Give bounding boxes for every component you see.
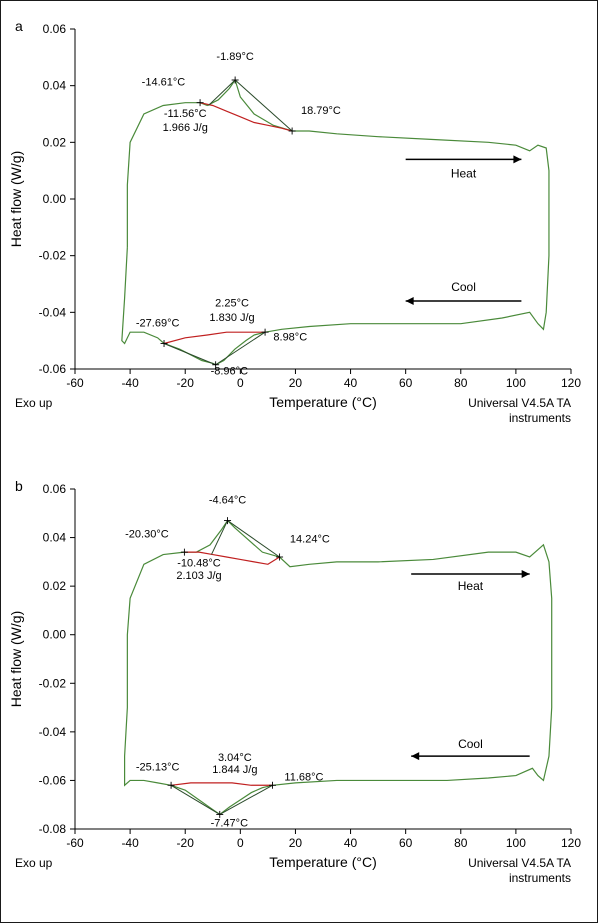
instrument-label-1: Universal V4.5A TA [468, 396, 571, 410]
annotation-6: 1.830 J/g [209, 312, 254, 324]
annotation-7: -27.69°C [136, 318, 180, 330]
y-tick-label: -0.02 [39, 676, 67, 690]
instrument-label-2: instruments [509, 411, 571, 425]
y-tick-label: -0.06 [39, 773, 67, 787]
annotation-8: 11.68°C [284, 771, 323, 783]
annotation-0: -1.89°C [216, 51, 253, 63]
panel-label: b [15, 478, 23, 494]
panel-b: -60 -40 -20 0 20 40 60 80 100 120 -0.08 -0.06 -0.04 -… [1, 469, 598, 914]
y-tick-label: 0.02 [43, 135, 67, 149]
integration-line-bottom-0 [164, 344, 216, 365]
y-tick-label: -0.04 [39, 725, 67, 739]
x-tick-label: 100 [506, 836, 526, 850]
annotation-1: -14.61°C [142, 77, 186, 89]
integration-line-top-1 [235, 80, 292, 131]
y-axis-label: Heat flow (W/g) [8, 611, 24, 707]
y-tick-label: 0.06 [43, 482, 67, 496]
y-tick-label: 0.04 [43, 531, 67, 545]
x-tick-label: -60 [66, 836, 84, 850]
integration-line-bottom-1 [220, 785, 273, 814]
x-tick-label: 120 [561, 376, 581, 390]
integration-line-top-0 [211, 521, 227, 555]
annotation-3: 1.966 J/g [163, 122, 208, 134]
panel-b-svg: -60 -40 -20 0 20 40 60 80 100 120 -0.08 -0.06 -0.04 -… [1, 469, 598, 914]
heat-label: Heat [451, 167, 477, 181]
exo-up-label: Exo up [15, 396, 53, 410]
x-tick-label: -20 [177, 376, 195, 390]
annotation-9: 8.98°C [273, 332, 307, 344]
x-tick-label: -40 [121, 376, 139, 390]
annotation-9: -7.47°C [211, 818, 248, 830]
y-tick-label: -0.04 [39, 305, 67, 319]
y-tick-label: 0.06 [43, 22, 67, 36]
instrument-label-2: instruments [509, 871, 571, 885]
x-tick-label: 40 [344, 376, 358, 390]
cool-label: Cool [451, 280, 476, 294]
y-tick-label: -0.06 [39, 362, 67, 376]
x-tick-label: 120 [561, 836, 581, 850]
x-tick-label: -60 [66, 376, 84, 390]
y-tick-label: 0.00 [43, 192, 67, 206]
panel-label: a [15, 18, 23, 34]
cool-label: Cool [458, 737, 483, 751]
y-tick-label: 0.04 [43, 79, 67, 93]
exo-up-label: Exo up [15, 856, 53, 870]
annotation-5: 3.04°C [218, 752, 252, 764]
annotation-6: 1.844 J/g [212, 764, 257, 776]
annotation-5: 2.25°C [215, 298, 249, 310]
y-tick-label: 0.00 [43, 628, 67, 642]
annotation-7: -25.13°C [136, 762, 180, 774]
x-tick-label: 40 [344, 836, 358, 850]
x-tick-label: 20 [289, 376, 303, 390]
annotation-1: -20.30°C [125, 529, 169, 541]
panel-a: -60 -40 -20 0 20 40 60 80 100 120 -0.06 -0.04 -0.02 0… [1, 9, 598, 454]
dsc-figure: -60 -40 -20 0 20 40 60 80 100 120 -0.06 -0.04 -0.02 0… [0, 0, 598, 923]
annotation-2: -11.56°C [164, 108, 207, 120]
annotation-0: -4.64°C [209, 495, 246, 507]
y-axis-label: Heat flow (W/g) [8, 151, 24, 247]
heat-label: Heat [458, 579, 484, 593]
x-tick-label: -20 [177, 836, 195, 850]
panel-a-svg: -60 -40 -20 0 20 40 60 80 100 120 -0.06 -0.04 -0.02 0… [1, 9, 598, 454]
x-axis-label: Temperature (°C) [269, 394, 377, 410]
y-tick-label: 0.02 [43, 579, 67, 593]
x-tick-label: 20 [289, 836, 303, 850]
x-tick-label: 100 [506, 376, 526, 390]
x-tick-label: 60 [399, 836, 413, 850]
annotation-3: 2.103 J/g [176, 570, 221, 582]
integration-line-bottom-0 [171, 785, 220, 814]
x-tick-label: 0 [237, 376, 244, 390]
integration-line-top-1 [228, 521, 280, 557]
x-tick-label: 80 [454, 836, 468, 850]
y-tick-label: -0.02 [39, 249, 67, 263]
integration-line-top-0 [208, 80, 235, 106]
x-tick-label: 60 [399, 376, 413, 390]
x-tick-label: 0 [237, 836, 244, 850]
instrument-label-1: Universal V4.5A TA [468, 856, 571, 870]
annotation-8: -8.96°C [211, 366, 248, 378]
integration-line-bottom-1 [216, 332, 265, 365]
annotation-4: 14.24°C [290, 533, 330, 545]
y-tick-label: -0.08 [39, 822, 67, 836]
baseline-bottom [171, 783, 272, 785]
annotation-2: -10.48°C [177, 558, 221, 570]
x-axis-label: Temperature (°C) [269, 854, 377, 870]
x-tick-label: 80 [454, 376, 468, 390]
x-tick-label: -40 [121, 836, 139, 850]
annotation-4: 18.79°C [301, 105, 341, 117]
